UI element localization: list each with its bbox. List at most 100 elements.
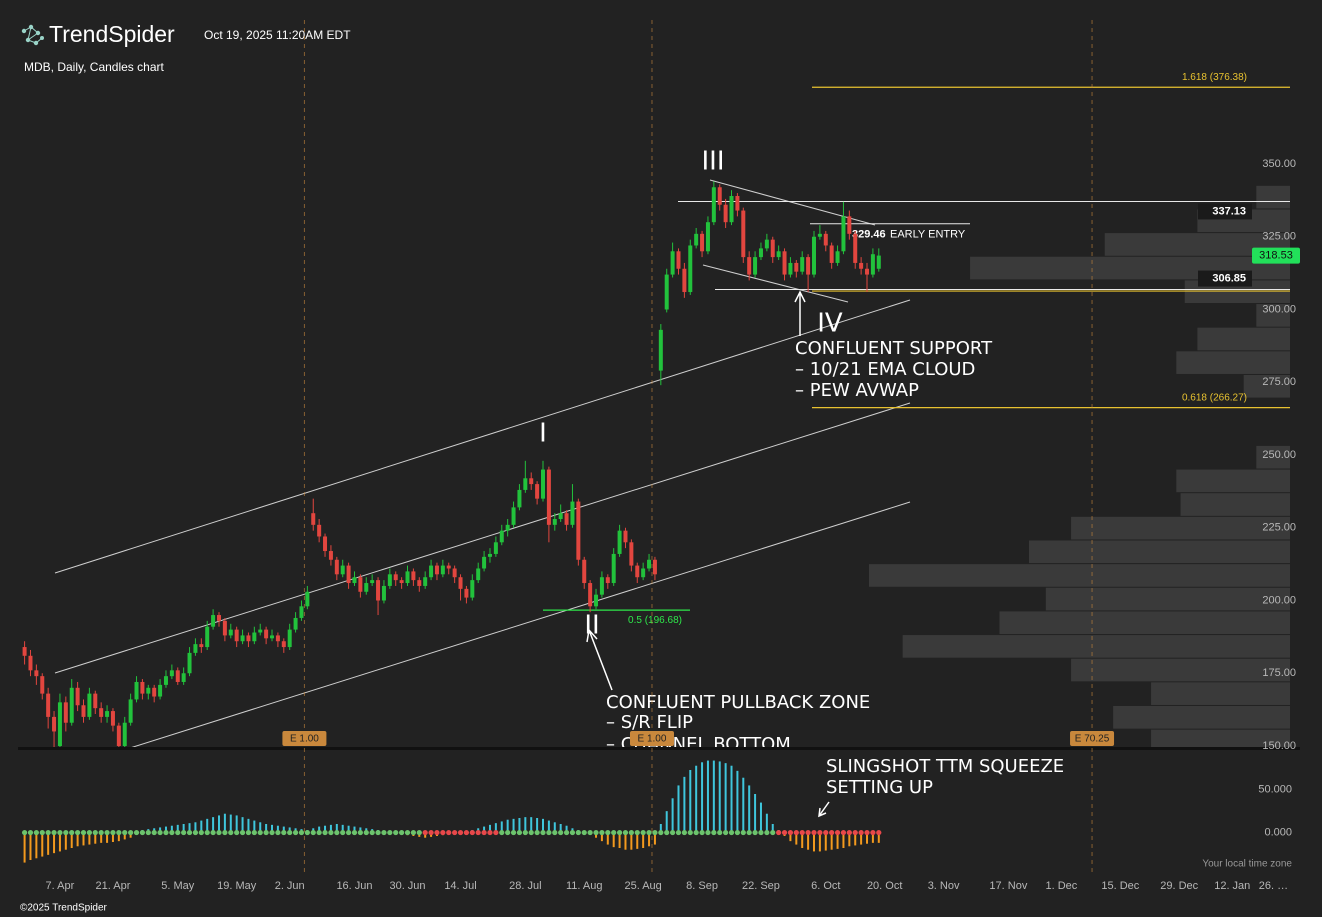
volume-profile-bar (1180, 493, 1290, 516)
candle-body (552, 519, 557, 525)
fib-label: 1.618 (376.38) (1182, 72, 1247, 83)
momentum-bar (29, 832, 32, 860)
squeeze-dot (581, 829, 587, 836)
momentum-bar (860, 832, 863, 845)
candle-body (252, 632, 257, 642)
price-pane: III I II IV CONFLUENT SUPPORT – 10/21 EM… (22, 72, 1290, 747)
squeeze-dot (322, 829, 328, 836)
candle-body (841, 216, 846, 252)
candle-body (152, 687, 157, 697)
candle-body (393, 574, 398, 581)
squeeze-dot (793, 829, 799, 836)
momentum-bar (618, 832, 621, 848)
candle-body (476, 568, 481, 581)
momentum-bar (742, 777, 745, 833)
squeeze-dot (864, 829, 870, 836)
squeeze-dot (693, 829, 699, 836)
candle-body (688, 245, 693, 293)
squeeze-dot (811, 829, 817, 836)
candle-body (258, 629, 263, 633)
event-marker (629, 731, 674, 746)
x-tick-label: 5. May (161, 880, 195, 892)
x-tick-label: 2. Jun (275, 880, 305, 892)
squeeze-dot (381, 829, 387, 836)
candle-body (835, 251, 840, 263)
candle-body (482, 556, 487, 569)
momentum-bar (653, 832, 656, 845)
momentum-bar (695, 765, 698, 833)
squeeze-dot (186, 829, 193, 836)
squeeze-dot (499, 829, 505, 836)
momentum-bar (164, 826, 167, 833)
channel-line (54, 299, 911, 574)
squeeze-dot (169, 829, 175, 836)
momentum-bar (235, 815, 238, 833)
candle-body (617, 530, 622, 554)
candle-body (169, 670, 174, 677)
candle-body (417, 580, 422, 586)
volume-profile-bar (1071, 516, 1290, 540)
y-tick-label: 150.00 (1262, 740, 1296, 752)
candle-body (163, 676, 168, 685)
momentum-bar (229, 814, 232, 833)
squeeze-dot (605, 829, 611, 836)
squeeze-dot (540, 829, 546, 836)
squeeze-dot (133, 829, 140, 836)
momentum-bar (848, 832, 851, 847)
candle-body (470, 580, 475, 598)
squeeze-dot (128, 829, 134, 836)
momentum-bar (500, 821, 503, 833)
y-tick-label: 50.000 (1258, 784, 1292, 796)
candle-body (605, 577, 610, 584)
momentum-bar (212, 817, 215, 833)
candle-body (399, 580, 404, 584)
squeeze-dot (357, 829, 363, 836)
momentum-bar (759, 802, 762, 833)
squeeze-dot (122, 829, 128, 836)
brand: TrendSpider (49, 21, 175, 47)
x-tick-label: 1. Dec (1046, 880, 1078, 892)
momentum-bar (494, 823, 497, 833)
squeeze-dot (275, 829, 281, 836)
fib-label: 0.618 (266.27) (1182, 392, 1247, 403)
squeeze-dot (687, 829, 693, 836)
y-tick-label: 275.00 (1262, 376, 1296, 388)
candle-body (611, 553, 616, 584)
momentum-bar (170, 825, 173, 833)
squeeze-dot (281, 829, 287, 836)
momentum-bar (648, 832, 651, 847)
squeeze-dot (269, 829, 275, 836)
squeeze-dot (452, 829, 458, 836)
momentum-bar (542, 818, 545, 833)
candle-body (758, 248, 763, 258)
volume-profile-bar (1256, 304, 1290, 327)
momentum-bar (488, 824, 491, 833)
squeeze-dot (287, 829, 293, 836)
candle-body (694, 233, 699, 246)
candle-body (817, 233, 822, 237)
x-tick-label: 14. Jul (444, 880, 476, 892)
candle-body (529, 478, 534, 485)
squeeze-dot (234, 829, 240, 836)
squeeze-dot (616, 829, 623, 836)
momentum-bar (247, 818, 250, 833)
candle-body (411, 571, 416, 581)
squeeze-dot (611, 829, 617, 836)
squeeze-dot (181, 829, 187, 836)
last-price-tag (1252, 247, 1300, 264)
squeeze-dot (69, 829, 75, 836)
price-line-tag (1198, 270, 1252, 287)
squeeze-dot (387, 829, 393, 836)
annotation: SLINGSHOT TTM SQUEEZE (826, 756, 1064, 777)
candle-body (340, 565, 345, 575)
y-tick-label: 225.00 (1262, 522, 1296, 534)
candle-body (140, 681, 145, 694)
volume-profile-bar (1151, 729, 1290, 747)
volume-profile-bar (869, 564, 1290, 587)
x-tick-label: 26. … (1259, 880, 1288, 892)
candle-body (641, 568, 646, 578)
momentum-bar (553, 822, 556, 833)
y-tick-label: 250.00 (1262, 449, 1296, 461)
candle-body (859, 262, 864, 269)
